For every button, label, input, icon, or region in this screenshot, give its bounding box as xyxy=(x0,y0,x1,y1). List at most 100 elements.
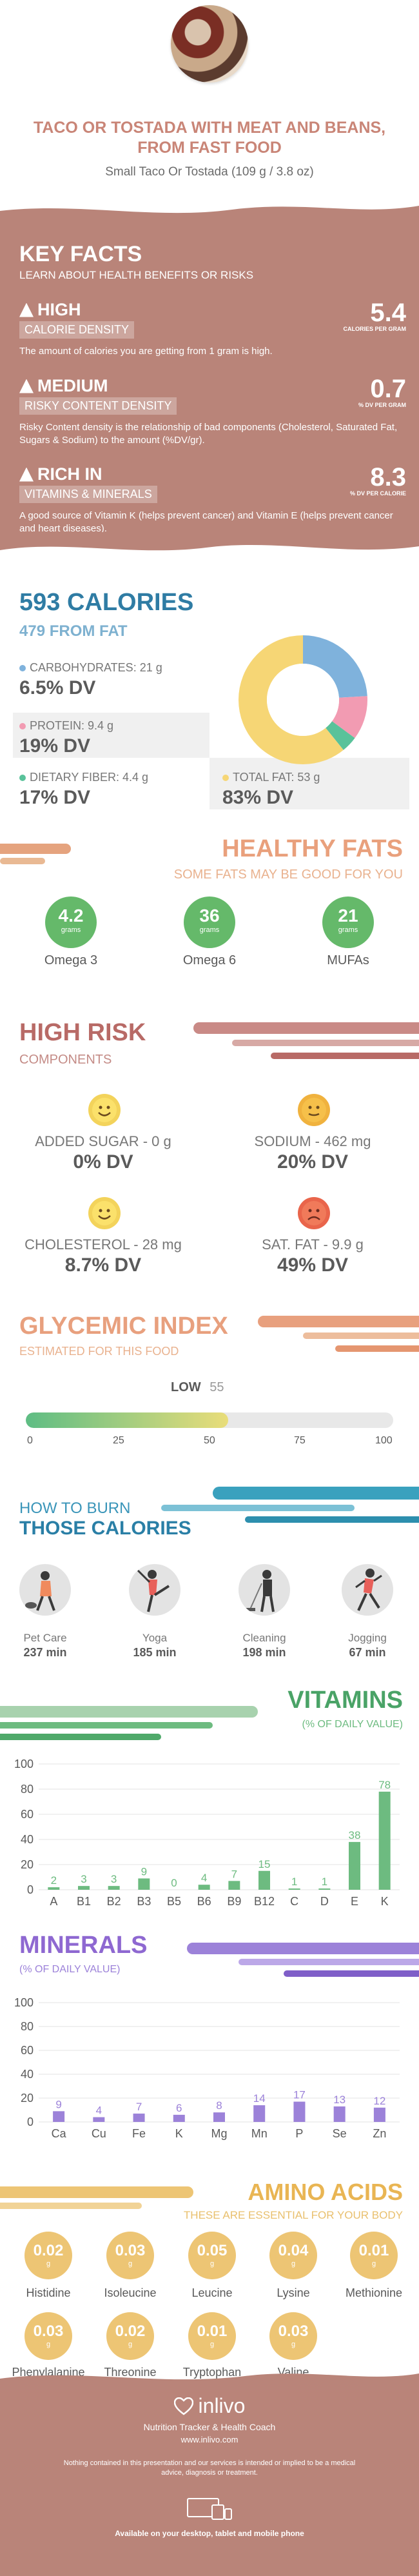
heart-logo-icon xyxy=(173,2397,193,2415)
x-tick-label: B6 xyxy=(197,1895,211,1908)
gi-tick: 0 xyxy=(27,1435,33,1446)
gi-tick: 50 xyxy=(204,1435,215,1446)
key-fact-risky-density: MEDIUM RISKY CONTENT DENSITY 0.7 % DV PE… xyxy=(19,376,406,447)
y-tick-label: 20 xyxy=(21,2092,34,2105)
key-facts-section: KEY FACTS LEARN ABOUT HEALTH BENEFITS OR… xyxy=(0,216,419,551)
bar-value-label: 0 xyxy=(171,1877,177,1889)
footer-tagline: Nutrition Tracker & Health Coach xyxy=(143,2422,276,2432)
glycemic-level: LOW xyxy=(171,1380,201,1394)
key-fact-value: 8.3 xyxy=(370,463,406,491)
burn-label-yoga: Yoga xyxy=(142,1632,168,1644)
decor-stripe xyxy=(213,1487,419,1500)
donut-hole xyxy=(267,664,339,736)
high-risk-subtitle: COMPONENTS xyxy=(19,1053,112,1067)
burn-label-cleaning: Cleaning xyxy=(242,1632,286,1644)
bar xyxy=(253,2105,266,2122)
burn-label-pet-care: Pet Care xyxy=(23,1632,67,1644)
burn-title-line2: THOSE CALORIES xyxy=(19,1518,191,1539)
amino-label-threonine: Threonine xyxy=(104,2366,157,2379)
bar-value-label: 1 xyxy=(291,1876,297,1888)
amino-circle-leucine: 0.05 g xyxy=(188,2232,236,2279)
bar-value-label: 17 xyxy=(293,2089,306,2101)
decor-stripe xyxy=(0,1706,258,1718)
bar xyxy=(213,2112,225,2122)
x-tick-label: Se xyxy=(333,2127,347,2140)
footer-disclaimer: Nothing contained in this presentation a… xyxy=(63,2459,356,2477)
bar-value-label: 9 xyxy=(141,1865,147,1878)
mufa-circle: 21 grams xyxy=(322,897,374,948)
footer-brand-row: inlivo xyxy=(0,2394,419,2418)
glycemic-readout: LOW 55 xyxy=(171,1380,224,1395)
header: TACO OR TOSTADA WITH MEAT AND BEANS, FRO… xyxy=(0,0,419,182)
food-photo xyxy=(171,5,248,83)
amino-circle-phenylalanine: 0.03 g xyxy=(24,2312,72,2360)
x-tick-label: Ca xyxy=(52,2127,67,2140)
added-sugar-dv: 0% DV xyxy=(73,1151,133,1173)
fat-dv: 83% DV xyxy=(222,787,294,808)
footer-wave xyxy=(0,2373,419,2388)
bar-value-label: 1 xyxy=(322,1876,327,1888)
sodium-label: SODIUM - 462 mg xyxy=(254,1133,371,1149)
amino-label-histidine: Histidine xyxy=(26,2286,71,2299)
y-tick-label: 0 xyxy=(27,1883,34,1896)
pet-care-icon xyxy=(19,1564,71,1616)
carbs-dv: 6.5% DV xyxy=(19,677,96,698)
footer: inlivo Nutrition Tracker & Health Coach … xyxy=(0,2373,419,2576)
protein-dot-icon xyxy=(19,723,26,729)
footer-available: Available on your desktop, tablet and mo… xyxy=(115,2529,304,2538)
protein-background xyxy=(13,713,210,758)
bar-value-label: 8 xyxy=(216,2099,222,2112)
footer-url[interactable]: www.inlivo.com xyxy=(180,2435,239,2444)
burn-min-yoga: 185 min xyxy=(133,1646,177,1659)
jogging-icon xyxy=(342,1564,393,1616)
burn-label-jogging: Jogging xyxy=(348,1632,387,1644)
y-tick-label: 40 xyxy=(21,1833,34,1846)
amino-subtitle: THESE ARE ESSENTIAL FOR YOUR BODY xyxy=(183,2209,403,2221)
x-tick-label: K xyxy=(381,1895,389,1908)
bar-value-label: 2 xyxy=(51,1874,57,1887)
bar xyxy=(108,1886,120,1890)
happy-face-icon xyxy=(88,1197,121,1229)
amino-circle-histidine: 0.02 g xyxy=(24,2232,72,2279)
y-tick-label: 60 xyxy=(21,2044,34,2057)
bar-value-label: 14 xyxy=(253,2092,266,2105)
decor-stripe xyxy=(271,1053,419,1059)
yoga-icon xyxy=(129,1564,180,1616)
key-fact-label: RISKY CONTENT DENSITY xyxy=(19,397,177,415)
healthy-fats-subtitle: SOME FATS MAY BE GOOD FOR YOU xyxy=(173,867,403,882)
burn-min-cleaning: 198 min xyxy=(242,1646,286,1659)
bar-value-label: 4 xyxy=(201,1872,207,1884)
key-fact-label: CALORIE DENSITY xyxy=(19,321,135,339)
x-tick-label: Mn xyxy=(251,2127,268,2140)
arrow-up-icon xyxy=(19,467,34,482)
key-fact-value-box: 0.7 % DV PER GRAM xyxy=(358,376,406,408)
arrow-up-icon xyxy=(19,379,34,393)
omega6-label: Omega 6 xyxy=(182,953,237,967)
x-tick-label: B5 xyxy=(167,1895,181,1908)
key-fact-value-box: 5.4 CALORIES PER GRAM xyxy=(343,300,406,332)
mufa-label: MUFAs xyxy=(327,953,369,967)
bar xyxy=(288,1888,300,1890)
bar-value-label: 12 xyxy=(373,2095,385,2107)
key-fact-value-box: 8.3 % DV PER CALORIE xyxy=(350,464,406,497)
bar-value-label: 13 xyxy=(333,2094,346,2106)
bar xyxy=(228,1881,240,1890)
bar xyxy=(133,2114,145,2122)
y-tick-label: 80 xyxy=(21,1783,34,1796)
vitamins-title: VITAMINS xyxy=(287,1687,403,1714)
amino-circle-valine: 0.03 g xyxy=(269,2312,317,2360)
amino-label-isoleucine: Isoleucine xyxy=(104,2286,157,2299)
minerals-subtitle: (% OF DAILY VALUE) xyxy=(19,1964,121,1975)
minerals-bar-chart: 0 20 40 60 80 100 9 Ca 4 Cu 7 Fe 6 K 8 Mg 14 Mn 17 P 13 Se 12 Z… xyxy=(14,1996,400,2140)
burn-title-line1: HOW TO BURN xyxy=(19,1500,131,1517)
gi-tick: 25 xyxy=(113,1435,124,1446)
x-tick-label: B1 xyxy=(77,1895,91,1908)
x-tick-label: E xyxy=(351,1895,358,1908)
bar xyxy=(78,1886,90,1890)
x-tick-label: K xyxy=(175,2127,183,2140)
omega3-circle: 4.2 grams xyxy=(45,897,97,948)
fat-background xyxy=(210,758,409,809)
serving-size: Small Taco Or Tostada (109 g / 3.8 oz) xyxy=(105,165,314,179)
bar-value-label: 38 xyxy=(349,1829,361,1841)
x-tick-label: Fe xyxy=(132,2127,146,2140)
